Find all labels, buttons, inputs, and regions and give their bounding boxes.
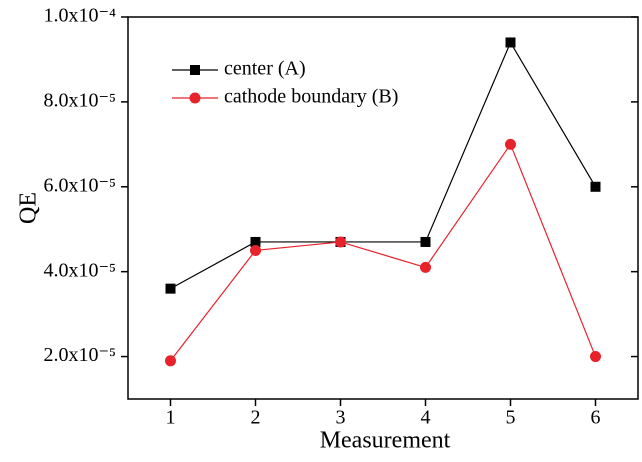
marker [250,244,261,256]
plot-frame [127,16,639,400]
x-tick-label: 4 [421,407,431,429]
marker [335,236,346,248]
legend-marker [190,65,200,75]
x-tick-label: 6 [591,407,601,429]
marker [165,283,176,294]
marker [505,37,516,48]
marker [250,236,261,247]
marker [590,181,601,192]
legend-label: center (A) [224,58,306,80]
series-line [170,41,597,290]
marker [420,261,431,273]
marker [590,351,601,363]
marker [420,236,431,247]
y-axis-label: QE [16,192,42,224]
y-tick-label: 4.0x10⁻⁵ [43,259,116,281]
legend-marker [189,92,201,104]
marker [165,355,176,367]
y-tick-label: 6.0x10⁻⁵ [43,174,116,196]
series-line [170,143,597,362]
x-tick-label: 5 [506,407,516,429]
x-axis-label: Measurement [320,428,451,454]
y-tick-label: 2.0x10⁻⁵ [43,344,116,366]
x-tick-label: 1 [166,407,176,429]
legend-label: cathode boundary (B) [224,86,398,108]
x-tick-label: 3 [336,407,346,429]
marker [505,138,516,150]
y-tick-label: 1.0x10⁻⁴ [43,5,116,27]
y-tick-label: 8.0x10⁻⁵ [43,89,116,111]
x-tick-label: 2 [251,407,261,429]
